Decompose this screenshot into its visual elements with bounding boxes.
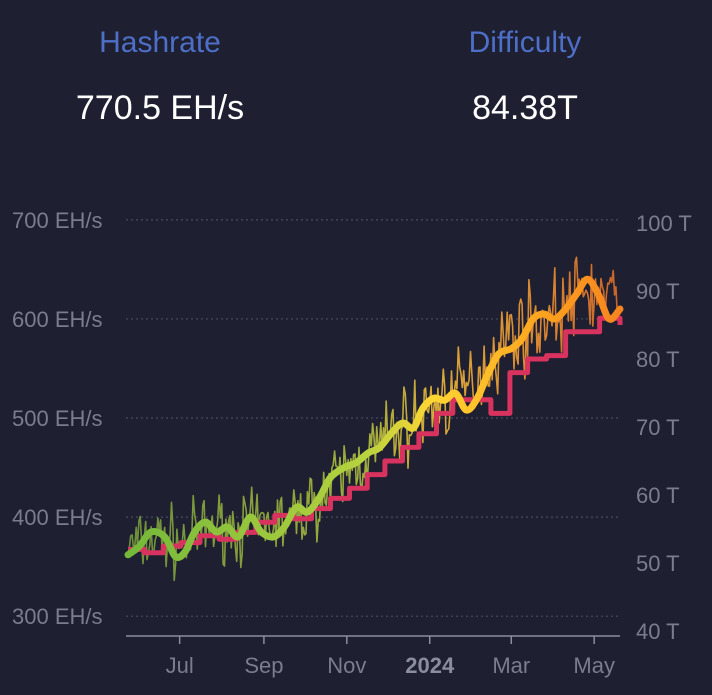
x-tick-label: Mar: [492, 653, 530, 678]
right-tick-label: 80 T: [636, 347, 680, 372]
left-tick-label: 700 EH/s: [12, 208, 103, 233]
hashrate-value: 770.5 EH/s: [75, 89, 245, 127]
right-axis: 40 T 50 T 60 T 70 T 80 T 90 T 100 T: [636, 211, 692, 644]
right-tick-label: 70 T: [636, 415, 680, 440]
x-tick-label: Sep: [244, 653, 283, 678]
right-tick-label: 40 T: [636, 619, 680, 644]
hashrate-stat: Hashrate 770.5 EH/s: [10, 24, 310, 130]
x-axis: Jul Sep Nov 2024 Mar May: [166, 636, 615, 678]
x-tick-label: Nov: [327, 653, 366, 678]
x-tick-label: 2024: [405, 653, 455, 678]
right-tick-label: 100 T: [636, 211, 692, 236]
left-tick-label: 400 EH/s: [12, 505, 103, 530]
hashrate-label: Hashrate: [99, 26, 221, 59]
left-tick-label: 500 EH/s: [12, 406, 103, 431]
right-tick-label: 50 T: [636, 551, 680, 576]
left-axis: 300 EH/s 400 EH/s 500 EH/s 600 EH/s 700 EH/s: [12, 208, 103, 629]
hashrate-average-line: [124, 275, 624, 562]
difficulty-stat: Difficulty 84.38T: [375, 24, 675, 130]
grid-lines: [126, 219, 620, 637]
left-tick-label: 300 EH/s: [12, 604, 103, 629]
right-tick-label: 60 T: [636, 483, 680, 508]
x-tick-label: May: [573, 653, 615, 678]
daily-hashrate-line: [127, 256, 621, 582]
x-tick-label: Jul: [166, 653, 194, 678]
difficulty-label: Difficulty: [468, 26, 582, 59]
left-tick-label: 600 EH/s: [12, 307, 103, 332]
right-tick-label: 90 T: [636, 279, 680, 304]
difficulty-line: [128, 315, 623, 556]
difficulty-value: 84.38T: [472, 89, 578, 127]
series-layer: [124, 256, 624, 582]
